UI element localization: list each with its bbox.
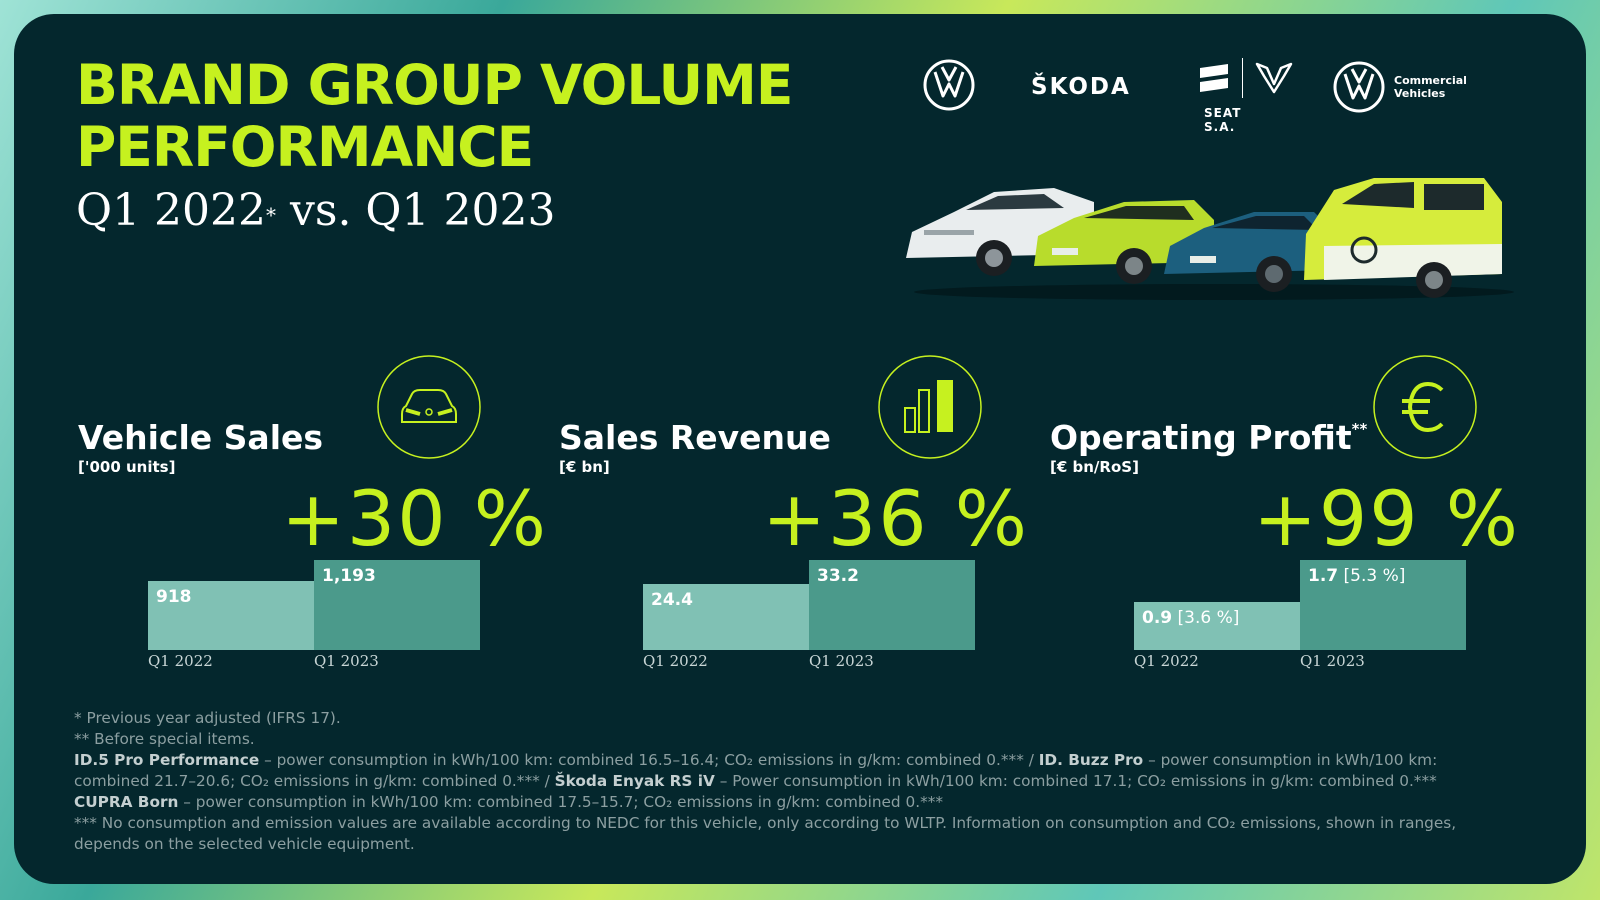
cv-line-2: Vehicles bbox=[1394, 87, 1446, 100]
bar-value: 24.4 bbox=[651, 590, 693, 610]
model-id5-text: – power consumption in kWh/100 km: combi… bbox=[259, 751, 1039, 769]
kpi-change: +30 % bbox=[281, 474, 548, 563]
title-line-2: PERFORMANCE bbox=[76, 115, 534, 179]
bar-value: 918 bbox=[156, 587, 192, 607]
kpi-unit: [€ bn/RoS] bbox=[1050, 458, 1139, 476]
kpi-operating-profit: Operating Profit** [€ bn/RoS] +99 % 0.9 … bbox=[1050, 334, 1520, 674]
kpi-title-text: Operating Profit bbox=[1050, 418, 1352, 457]
kpi-title: Vehicle Sales bbox=[78, 418, 323, 457]
bar-value-label: 0.9 [3.6 %] bbox=[1142, 608, 1239, 628]
bar-value: 1.7 bbox=[1308, 566, 1339, 586]
model-id5: ID.5 Pro Performance bbox=[74, 751, 260, 769]
model-cupra-born: CUPRA Born bbox=[74, 793, 179, 811]
model-id-buzz-text: – power consumption in kWh/100 km: combi… bbox=[74, 751, 1438, 790]
page-title: BRAND GROUP VOLUME PERFORMANCE bbox=[76, 54, 836, 178]
kpi-unit: [€ bn] bbox=[559, 458, 610, 476]
vw-logo bbox=[923, 59, 975, 111]
bar-q1-2022: 0.9 [3.6 %] bbox=[1134, 602, 1300, 650]
bar-ros: [3.6 %] bbox=[1177, 608, 1240, 628]
bar-q1-2023: 1,193 bbox=[314, 560, 480, 650]
model-enyak-text: – Power consumption in kWh/100 km: combi… bbox=[714, 772, 1437, 790]
bar-value-label: 1,193 bbox=[322, 566, 376, 586]
footnote-special-items: ** Before special items. bbox=[74, 730, 255, 748]
subtitle-period-a: Q1 2022 bbox=[76, 185, 267, 236]
logo-divider bbox=[1242, 58, 1243, 98]
model-enyak: Škoda Enyak RS iV bbox=[554, 772, 715, 790]
footnotes: * Previous year adjusted (IFRS 17). ** B… bbox=[74, 708, 1514, 855]
category-label-q1-2023: Q1 2023 bbox=[809, 652, 874, 670]
bar-q1-2022: 918 bbox=[148, 581, 314, 650]
bar-value: 0.9 bbox=[1142, 608, 1173, 628]
bar-value: 1,193 bbox=[322, 566, 376, 586]
category-label-q1-2022: Q1 2022 bbox=[643, 652, 708, 670]
bar-value-label: 33.2 bbox=[817, 566, 859, 586]
bar-ros: [5.3 %] bbox=[1343, 566, 1406, 586]
model-cupra-born-text: – power consumption in kWh/100 km: combi… bbox=[178, 793, 944, 811]
cupra-logo bbox=[1255, 62, 1293, 94]
kpi-change: +36 % bbox=[762, 474, 1029, 563]
bar-value: 33.2 bbox=[817, 566, 859, 586]
category-label-q1-2023: Q1 2023 bbox=[1300, 652, 1365, 670]
kpi-title-mark: ** bbox=[1351, 420, 1368, 438]
category-label-q1-2023: Q1 2023 bbox=[314, 652, 379, 670]
kpi-vehicle-sales: Vehicle Sales ['000 units] +30 % 918 1,1… bbox=[78, 334, 548, 674]
skoda-logo: ŠKODA bbox=[1031, 74, 1131, 100]
kpi-unit: ['000 units] bbox=[78, 458, 176, 476]
subtitle-period-b: vs. Q1 2023 bbox=[276, 185, 556, 236]
seat-sa-label: SEAT S.A. bbox=[1204, 106, 1242, 134]
footnote-ifrs: * Previous year adjusted (IFRS 17). bbox=[74, 709, 341, 727]
kpi-title-text: Vehicle Sales bbox=[78, 418, 324, 457]
subtitle-footnote-mark: * bbox=[266, 203, 277, 227]
main-panel: BRAND GROUP VOLUME PERFORMANCE Q1 2022* … bbox=[14, 14, 1586, 884]
cv-line-1: Commercial bbox=[1394, 74, 1467, 87]
bar-value-label: 918 bbox=[156, 587, 192, 607]
bar-q1-2022: 24.4 bbox=[643, 584, 809, 650]
vehicle-lineup-image bbox=[906, 178, 1514, 300]
category-label-q1-2022: Q1 2022 bbox=[1134, 652, 1199, 670]
kpi-title: Operating Profit** bbox=[1050, 418, 1367, 457]
model-id-buzz: ID. Buzz Pro bbox=[1038, 751, 1144, 769]
kpi-title-text: Sales Revenue bbox=[559, 418, 831, 457]
bar-q1-2023: 33.2 bbox=[809, 560, 975, 650]
category-label-q1-2022: Q1 2022 bbox=[148, 652, 213, 670]
bar-value-label: 24.4 bbox=[651, 590, 693, 610]
commercial-vehicles-label: Commercial Vehicles bbox=[1394, 74, 1467, 100]
footnote-consumption: ID.5 Pro Performance – power consumption… bbox=[74, 750, 1514, 813]
euro-icon bbox=[1373, 355, 1477, 459]
kpi-title: Sales Revenue bbox=[559, 418, 831, 457]
vw-commercial-logo bbox=[1333, 61, 1385, 113]
page-subtitle: Q1 2022* vs. Q1 2023 bbox=[76, 186, 555, 236]
bar-chart-icon bbox=[878, 355, 982, 459]
car-front-icon bbox=[377, 355, 481, 459]
bar-value-label: 1.7 [5.3 %] bbox=[1308, 566, 1405, 586]
bar-q1-2023: 1.7 [5.3 %] bbox=[1300, 560, 1466, 650]
kpi-sales-revenue: Sales Revenue [€ bn] +36 % 24.4 33.2 Q1 … bbox=[559, 334, 1029, 674]
kpi-change: +99 % bbox=[1253, 474, 1520, 563]
title-line-1: BRAND GROUP VOLUME bbox=[76, 53, 793, 117]
seat-logo bbox=[1200, 64, 1228, 92]
footnote-wltp: *** No consumption and emission values a… bbox=[74, 814, 1457, 853]
